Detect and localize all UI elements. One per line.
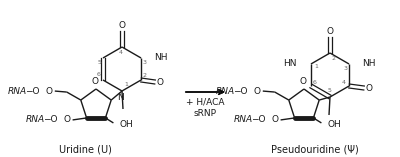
Text: 1: 1 [124,82,128,87]
Text: N: N [118,94,124,103]
Text: OH: OH [328,120,341,129]
Text: −O: −O [233,87,248,96]
Text: RNA: RNA [26,115,44,125]
Text: 2: 2 [331,57,335,62]
Text: OH: OH [120,120,133,129]
Text: HN: HN [284,59,297,68]
Text: Pseudouridine (Ψ): Pseudouridine (Ψ) [271,145,359,155]
Text: RNA: RNA [234,115,252,125]
Text: O: O [272,115,278,125]
Text: 1: 1 [314,65,318,70]
Text: Uridine (U): Uridine (U) [58,145,112,155]
Text: 3: 3 [142,60,146,65]
Text: O: O [156,78,164,87]
Text: O: O [366,84,372,92]
Text: O: O [46,87,53,96]
Text: 6: 6 [97,73,101,78]
Text: RNA: RNA [216,87,235,96]
Text: O: O [64,115,70,125]
Text: NH: NH [362,59,376,68]
Text: 3: 3 [343,65,347,70]
Text: RNA: RNA [8,87,27,96]
Text: O: O [254,87,261,96]
Text: NH: NH [154,52,168,62]
Text: 5: 5 [327,89,331,94]
Text: O: O [92,78,98,87]
Text: + H/ACA: + H/ACA [186,97,224,106]
Text: 6: 6 [313,79,317,84]
Text: sRNP: sRNP [194,108,216,117]
Text: 2: 2 [142,73,146,78]
Text: 4: 4 [342,79,346,84]
Text: −O: −O [43,115,58,125]
Text: O: O [326,27,334,36]
Text: 4: 4 [119,51,123,56]
Text: −O: −O [251,115,266,125]
Text: −O: −O [25,87,40,96]
Text: O: O [300,78,306,87]
Text: O: O [118,22,126,30]
Text: 5: 5 [98,60,102,65]
